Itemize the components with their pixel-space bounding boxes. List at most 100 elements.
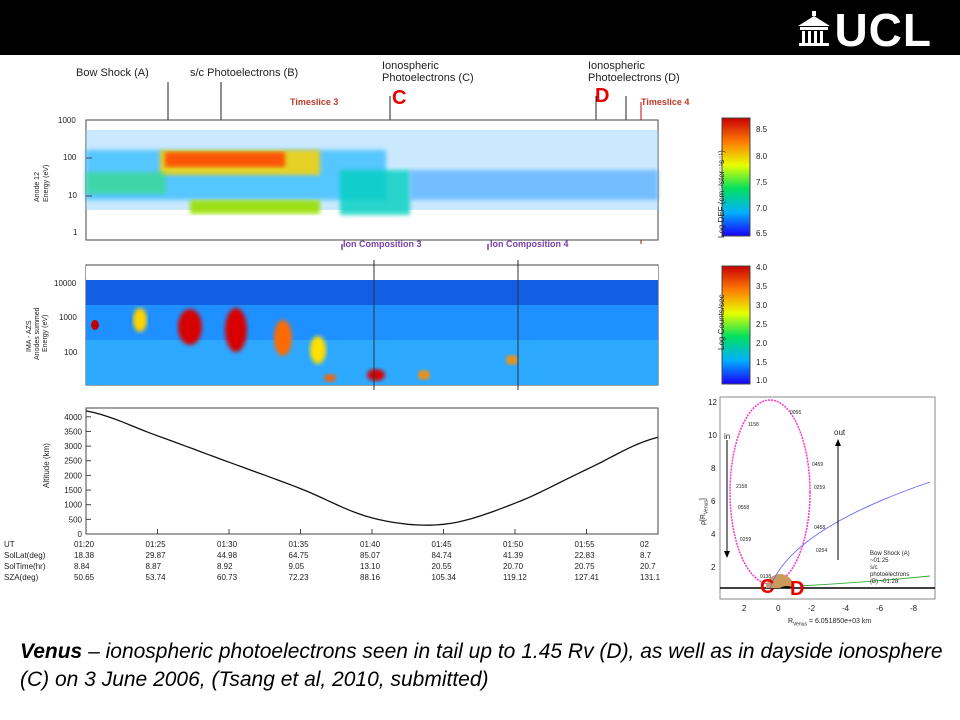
ion-composition3-label: Ion Composition 3 [343, 239, 422, 249]
orbit-out-label: out [834, 428, 846, 437]
table-cell-soltime: 8.87 [145, 562, 162, 571]
table-cell-ut: 01:45 [431, 540, 452, 549]
table-cell-sollat: 8.7 [640, 551, 652, 560]
sc-photoelectrons-label: s/c Photoelectrons (B) [190, 67, 299, 79]
iono-c-label-line1: Ionospheric [382, 60, 439, 72]
altitude-ytick-label: 2500 [64, 457, 82, 466]
altitude-yaxis: 4000 3500 3000 2500 2000 1500 1000 500 0 [64, 413, 91, 539]
panel2-ytick: 100 [64, 348, 78, 357]
table-cell-sza: 127.41 [574, 573, 599, 582]
table-row-label-soltime: SolTime(hr) [4, 562, 46, 571]
altitude-plot-frame [85, 407, 659, 535]
orbit-ytick: 4 [711, 530, 716, 539]
table-cell-soltime: 9.05 [288, 562, 305, 571]
orbit-time: 2158 [736, 484, 748, 490]
caption-text: – ionospheric photoelectrons seen in tai… [20, 640, 943, 691]
orbit-in-label: in [724, 432, 731, 441]
bow-shock-label: Bow Shock (A) [76, 67, 149, 79]
table-cell-sza: 131.1 [640, 573, 661, 582]
orbit-xtick: -4 [842, 604, 850, 613]
ucl-logo: UCL [794, 7, 932, 53]
marker-d-label: D [595, 85, 610, 107]
panel2-colorbar-tick: 2.5 [756, 320, 768, 329]
table-cell-sza: 72.23 [288, 573, 309, 582]
altitude-ytick-label: 1500 [64, 486, 82, 495]
orbit-legend-line: (B) ~01:28 [870, 579, 899, 585]
orbit-ytick: 2 [711, 563, 716, 572]
table-cell-soltime: 13.10 [360, 562, 381, 571]
table-cell-sza: 60.73 [217, 573, 238, 582]
altitude-ytick-label: 3500 [64, 427, 82, 436]
table-cell-sollat: 41.39 [503, 551, 524, 560]
table-cell-ut: 01:25 [145, 540, 166, 549]
timeslice4-label: Timeslice 4 [641, 97, 690, 107]
caption-lead: Venus [20, 640, 83, 663]
panel2-colorbar [721, 265, 751, 385]
altitude-xaxis [85, 529, 659, 534]
table-row-label-ut: UT [4, 540, 15, 549]
altitude-ytick-label: 0 [78, 530, 83, 539]
table-cell-sza: 50.65 [74, 573, 95, 582]
orbit-time: 0056 [790, 410, 802, 416]
table-cell-sza: 88.16 [360, 573, 381, 582]
table-cell-ut: 01:35 [288, 540, 309, 549]
orbit-plot [719, 396, 936, 600]
table-cell-soltime: 20.70 [503, 562, 524, 571]
table-cell-soltime: 8.92 [217, 562, 233, 571]
orbit-time: 0459 [812, 462, 824, 468]
table-cell-sza: 105.34 [431, 573, 456, 582]
orbit-time: 1158 [748, 422, 759, 428]
table-cell-ut: 01:55 [574, 540, 595, 549]
orbit-xtick: 0 [776, 604, 781, 613]
altitude-ytick-label: 2000 [64, 471, 82, 480]
table-cell-ut: 02 [640, 540, 649, 549]
panel2-ylabel-2: Anodes summed [34, 307, 41, 360]
orbit-legend-line: photoelectrons [870, 572, 910, 578]
orbit-xtick: 2 [742, 604, 747, 613]
panel1-ylabel-2: Energy (eV) [43, 164, 50, 202]
panel2-spectrogram [85, 260, 659, 390]
panel2-colorbar-tick: 1.5 [756, 358, 768, 367]
panel2-colorbar-tick: 4.0 [756, 263, 768, 272]
iono-d-label-line1: Ionospheric [588, 60, 645, 72]
marker-c-label: C [392, 87, 407, 109]
orbit-xlabel: RVenus = 6.051850e+03 km [788, 618, 872, 628]
table-row-label-sollat: SolLat(deg) [4, 551, 46, 560]
orbit-ylabel: ρ[RVenus] [700, 498, 710, 525]
table-cell-sollat: 44.98 [217, 551, 238, 560]
panel1-ylabel-1: Anode 12 [34, 172, 41, 202]
panel2-ylabel-1: IMA - AZS [26, 320, 33, 352]
table-cell-sza: 119.12 [503, 573, 527, 582]
panel2-ytick: 1000 [59, 313, 77, 322]
panel2-colorbar-tick: 3.5 [756, 282, 768, 291]
orbit-xtick: -8 [910, 604, 918, 613]
table-cell-soltime: 8.84 [74, 562, 90, 571]
altitude-series-line [85, 410, 659, 526]
table-cell-soltime: 20.7 [640, 562, 656, 571]
timeslice3-label: Timeslice 3 [290, 97, 339, 107]
ion-composition4-label: Ion Composition 4 [490, 239, 569, 249]
panel2-colorbar-tick: 1.0 [756, 376, 768, 385]
panel2-colorbar-tick: 3.0 [756, 301, 768, 310]
panel1-colorbar [721, 117, 751, 237]
table-cell-sollat: 18.38 [74, 551, 95, 560]
orbit-legend-line: ~01:25 [870, 558, 889, 564]
orbit-time: 0254 [816, 548, 828, 554]
iono-c-label-line2: Photoelectrons (C) [382, 72, 474, 84]
panel1-ytick: 1 [73, 228, 78, 237]
orbit-legend-line: Bow Shock (A) [870, 551, 910, 557]
panel1-ytick: 1000 [58, 116, 76, 125]
altitude-ytick-label: 500 [69, 515, 83, 524]
table-cell-sollat: 29.87 [145, 551, 166, 560]
orbit-ytick: 6 [711, 497, 716, 506]
orbit-xtick: -6 [876, 604, 884, 613]
table-cell-soltime: 20.75 [574, 562, 595, 571]
orbit-time: 0138 [760, 574, 772, 580]
panel1-spectrogram [85, 119, 659, 241]
panel2-colorbar-tick: 2.0 [756, 339, 768, 348]
panel1-colorbar-tick: 8.0 [756, 152, 768, 161]
panel2-colorbar-label: Log Counts/sec [717, 294, 726, 350]
orbit-ytick: 12 [708, 398, 717, 407]
table-cell-ut: 01:20 [74, 540, 95, 549]
